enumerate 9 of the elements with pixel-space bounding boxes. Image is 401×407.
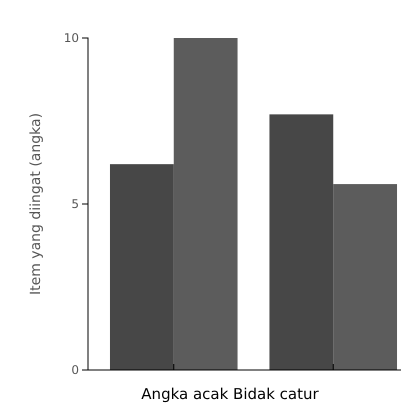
y-tick-label: 0: [71, 362, 79, 377]
y-axis-title: Item yang diingat (angka): [28, 112, 44, 296]
bar: [174, 38, 238, 370]
y-tick-label: 10: [64, 30, 79, 45]
x-axis-title: Angka acak Bidak catur: [141, 385, 320, 403]
y-tick-label: 5: [71, 196, 79, 211]
bar: [333, 184, 398, 370]
bar: [110, 164, 174, 370]
bar: [269, 114, 334, 370]
